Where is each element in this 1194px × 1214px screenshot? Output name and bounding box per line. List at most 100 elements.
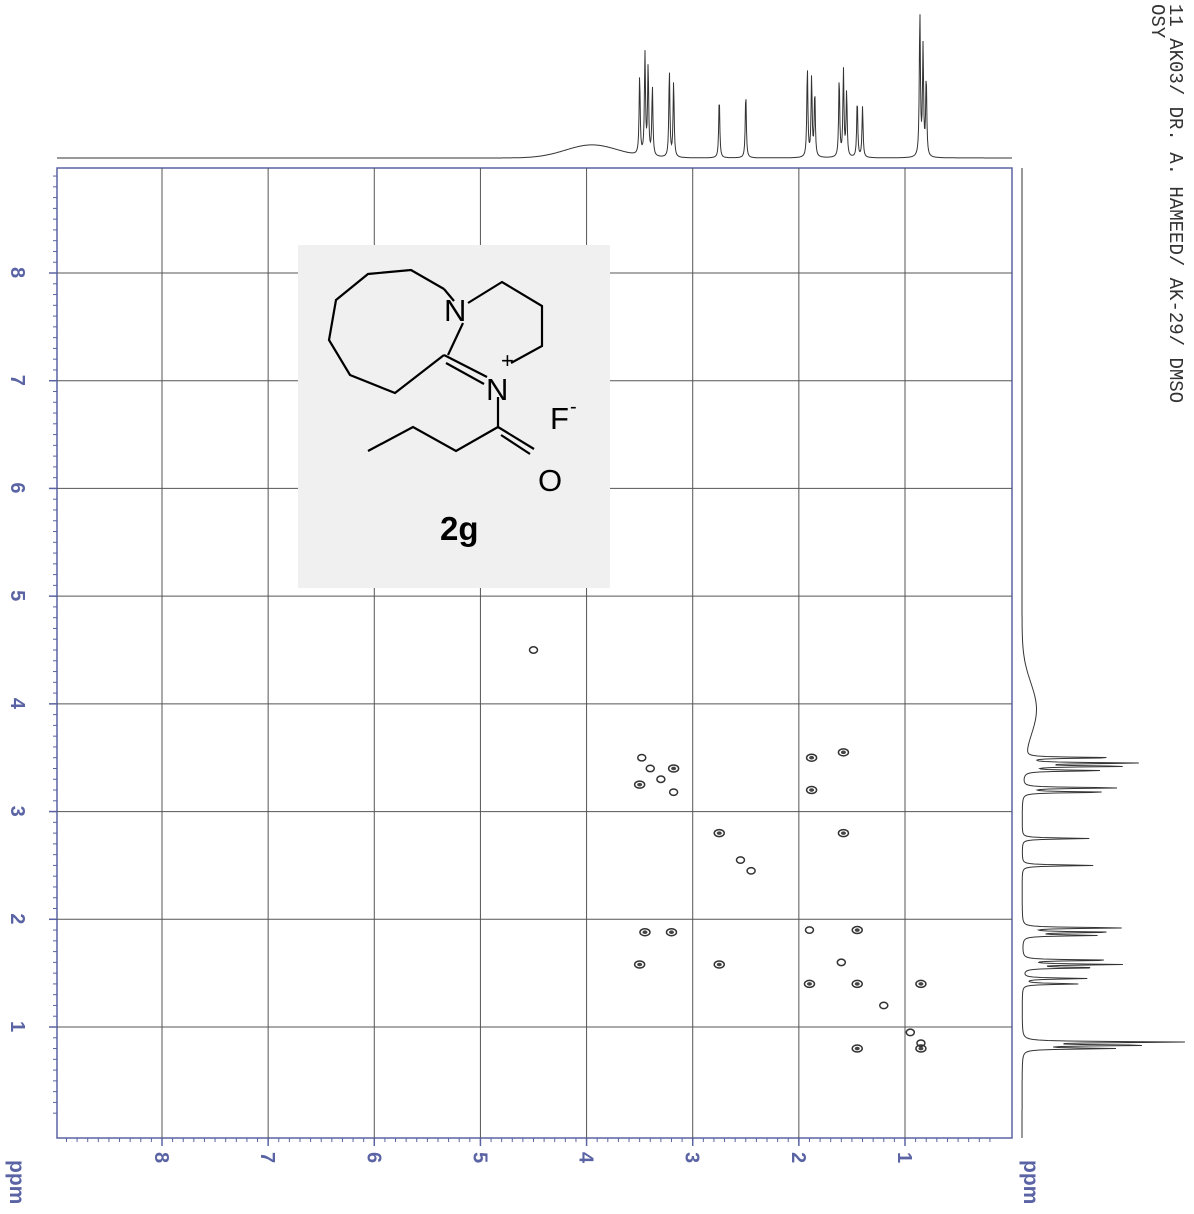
cross-peak-contour-inner	[637, 962, 643, 967]
cross-peak-contour-outer	[713, 828, 725, 838]
x-tick-label: 3	[681, 1152, 703, 1163]
cross-peak-contour-inner	[716, 962, 722, 967]
cross-peak	[837, 828, 850, 838]
cross-peak	[805, 785, 818, 795]
cross-peak	[915, 1044, 927, 1053]
x-tick-labels: 8 7 6 5 4 3 2 1	[150, 1152, 915, 1164]
cross-peak	[713, 828, 725, 838]
cross-peak-contour-inner	[854, 1046, 860, 1051]
atom-n2: N	[486, 372, 508, 407]
compound-label: 2g	[440, 510, 479, 547]
cross-peak-contour-inner	[854, 982, 860, 986]
right-projection-trace	[1021, 168, 1185, 1138]
cross-peak	[667, 764, 680, 773]
cross-peak-contour-outer	[915, 979, 927, 989]
cross-peak	[851, 979, 863, 989]
cross-peak	[851, 1044, 863, 1053]
cross-peak-contour-inner	[671, 766, 677, 771]
cross-peak-contour-inner	[809, 755, 815, 760]
cross-peak-contour-outer	[633, 780, 646, 789]
x-tick-label: 6	[362, 1152, 384, 1163]
x-tick-label: 8	[150, 1152, 172, 1163]
diagonal-peak	[645, 764, 656, 773]
cross-peak	[639, 927, 651, 937]
cross-peak-contour-outer	[837, 748, 850, 757]
atom-o: O	[538, 463, 562, 498]
diagonal-peak	[656, 775, 666, 784]
y-tick-label: 3	[6, 806, 28, 817]
cross-peak-contour-outer	[851, 979, 863, 989]
cross-peak-contour-inner	[854, 928, 860, 932]
cross-peak-contour-inner	[918, 982, 924, 986]
cross-peak	[803, 979, 816, 989]
top-1d-projection	[57, 14, 1012, 159]
y-tick-label: 4	[6, 698, 28, 710]
minor-ticks	[49, 175, 991, 1146]
y-tick-label: 8	[6, 267, 28, 278]
header-line-1: 11 AK03/ DR. A. HAMEED/ AK-29/ DMSO	[1164, 4, 1186, 403]
diagonal-peak	[905, 1028, 916, 1037]
counterion-charge: -	[570, 396, 577, 418]
cross-peak	[805, 753, 818, 762]
spectrum-header: 11 AK03/ DR. A. HAMEED/ AK-29/ DMSO OSY	[1146, 4, 1186, 403]
counterion-f: F	[550, 401, 569, 436]
cross-peak-contour-outer	[837, 828, 850, 838]
cross-peak-contour-inner	[809, 788, 815, 792]
charge-plus: +	[501, 348, 514, 373]
cross-peak	[851, 925, 863, 935]
cross-peak	[713, 960, 725, 969]
cross-peak-contour-inner	[637, 782, 643, 787]
cross-peak-contour-outer	[667, 764, 680, 773]
atom-n1: N	[444, 293, 466, 328]
molecule-drawing: N + N F - O 2g	[327, 268, 577, 547]
cross-peak-contour-inner	[840, 831, 846, 835]
cross-peak-contour-inner	[716, 831, 722, 835]
diagonal-peak	[804, 926, 815, 935]
y-tick-label: 7	[6, 375, 28, 386]
y-axis-label: ppm	[5, 1160, 28, 1204]
top-projection-trace	[57, 14, 1012, 159]
cross-peak-contour-outer	[851, 925, 863, 935]
cross-peak	[915, 979, 927, 989]
cross-peak-contour-inner	[806, 982, 812, 986]
y-tick-label: 6	[6, 482, 28, 493]
cross-peak-contour-outer	[805, 785, 818, 795]
y-tick-label: 2	[6, 913, 28, 924]
diagonal-peak	[637, 753, 647, 762]
cross-peak-contour-inner	[918, 1046, 924, 1051]
cross-peak-contour-outer	[803, 979, 816, 989]
cross-peak-contour-inner	[840, 750, 846, 755]
molecule-structure-panel: N + N F - O 2g	[298, 245, 610, 588]
cross-peak	[837, 748, 850, 757]
plot-frame	[56, 167, 1013, 1139]
diagonal-peak	[879, 1001, 889, 1010]
cross-peak-contour-outer	[665, 927, 678, 937]
cross-peak-contour-outer	[639, 927, 651, 937]
cross-peak	[665, 927, 678, 937]
cross-peak-contour-inner	[642, 930, 648, 935]
x-tick-label: 7	[256, 1152, 278, 1163]
cross-peak-contour-outer	[851, 1044, 863, 1053]
cross-peak-contour-inner	[668, 930, 674, 935]
cross-peak-contour-outer	[805, 753, 818, 762]
cross-peak	[633, 960, 646, 969]
cross-peak-contour-outer	[915, 1044, 927, 1053]
x-tick-label: 1	[893, 1152, 915, 1163]
y-tick-label: 5	[6, 590, 28, 601]
cross-peak	[633, 780, 646, 789]
x-tick-label: 2	[787, 1152, 809, 1163]
molecule-bonds	[327, 268, 544, 455]
diagonal-peak	[668, 788, 679, 797]
header-line-2: OSY	[1146, 4, 1168, 39]
cross-peak-contour-outer	[713, 960, 725, 969]
cross-peaks	[528, 646, 927, 1053]
diagonal-peak	[746, 866, 756, 875]
right-1d-projection	[1021, 168, 1185, 1138]
cross-peak-contour-outer	[633, 960, 646, 969]
diagonal-peak	[916, 1039, 926, 1048]
x-axis-label: ppm	[1019, 1160, 1042, 1204]
diagonal-peak	[528, 646, 539, 654]
y-tick-labels: 8 7 6 5 4 3 2 1	[6, 267, 28, 1032]
diagonal-peak	[836, 958, 847, 967]
